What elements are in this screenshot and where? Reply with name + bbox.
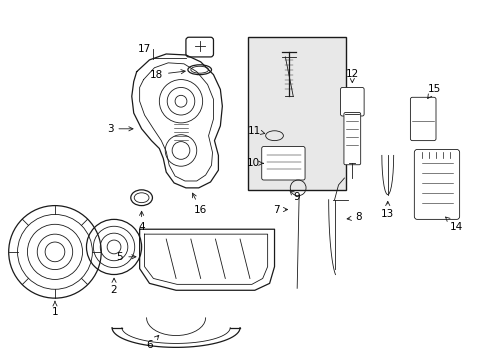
Text: 18: 18: [149, 69, 185, 80]
Text: 15: 15: [427, 84, 440, 99]
FancyBboxPatch shape: [343, 113, 360, 165]
Text: 11: 11: [248, 126, 264, 136]
Text: 4: 4: [138, 211, 144, 232]
FancyBboxPatch shape: [261, 147, 305, 180]
Text: 17: 17: [138, 44, 151, 54]
Text: 12: 12: [345, 69, 358, 82]
FancyBboxPatch shape: [340, 87, 364, 116]
Text: 1: 1: [52, 301, 58, 317]
FancyBboxPatch shape: [185, 37, 213, 57]
Bar: [247, 37, 346, 190]
Text: 13: 13: [380, 202, 394, 220]
FancyBboxPatch shape: [413, 149, 459, 219]
Text: 3: 3: [106, 124, 133, 134]
Text: 6: 6: [146, 335, 159, 350]
Text: 9: 9: [289, 190, 299, 202]
Text: 8: 8: [346, 212, 361, 222]
Text: 16: 16: [192, 193, 207, 215]
Text: 7: 7: [273, 204, 287, 215]
Text: 5: 5: [117, 252, 136, 262]
Text: 2: 2: [110, 278, 117, 295]
FancyBboxPatch shape: [409, 97, 435, 141]
Text: 14: 14: [445, 217, 462, 232]
Text: 10: 10: [247, 158, 263, 168]
